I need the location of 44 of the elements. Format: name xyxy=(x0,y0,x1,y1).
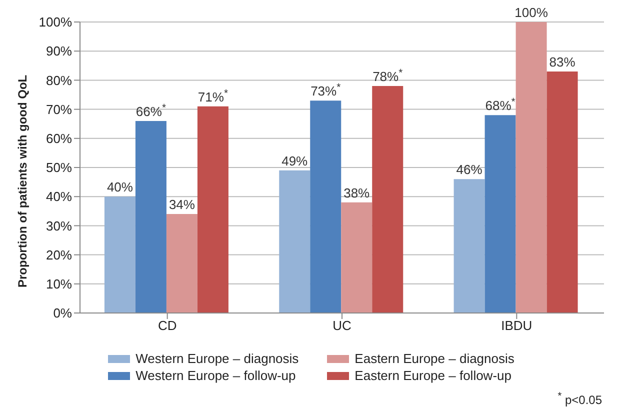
bar xyxy=(135,120,166,313)
data-label: 78%$^{*}$ xyxy=(372,68,403,84)
y-tick-label: 50% xyxy=(46,160,72,176)
data-label: 71%$^{*}$ xyxy=(198,88,228,104)
y-axis-title: Proportion of patients with good QoL xyxy=(15,74,30,288)
bar xyxy=(197,106,228,313)
x-tick-label: UC xyxy=(332,318,352,334)
bar xyxy=(372,86,404,313)
bar xyxy=(166,214,198,313)
y-tick-label: 80% xyxy=(46,72,72,88)
y-tick-label: 40% xyxy=(46,189,72,204)
x-tick-label: IBDU xyxy=(501,318,532,334)
legend-label: Eastern Europe – follow-up xyxy=(354,368,512,383)
y-tick-label: 100% xyxy=(38,14,72,30)
bar xyxy=(546,71,578,313)
data-label: 83% xyxy=(549,54,576,70)
x-tick-label: CD xyxy=(158,318,177,334)
y-tick-label: 30% xyxy=(46,218,72,234)
data-label: 66%$^{*}$ xyxy=(136,102,166,119)
bar xyxy=(341,202,372,313)
y-tick-label: 0% xyxy=(53,306,72,321)
y-tick-label: 20% xyxy=(46,247,72,262)
y-tick-label: 70% xyxy=(46,102,72,117)
data-label: 73%$^{*}$ xyxy=(310,82,341,99)
legend-label: Western Europe – diagnosis xyxy=(136,351,299,366)
legend-label: Eastern Europe – diagnosis xyxy=(354,351,514,366)
bar xyxy=(484,115,516,313)
data-label: 49% xyxy=(282,153,308,168)
data-label: 100% xyxy=(514,5,548,20)
bar xyxy=(516,22,547,313)
data-label: 40% xyxy=(106,180,134,195)
y-tick-label: 10% xyxy=(46,276,72,292)
data-label: 68%$^{*}$ xyxy=(485,96,516,114)
y-tick-label: 60% xyxy=(46,131,72,146)
bar xyxy=(104,196,136,313)
bar xyxy=(310,100,342,313)
bar xyxy=(279,170,310,313)
text: $^{*}$ p<0.05 xyxy=(558,391,602,407)
legend-label: Western Europe – follow-up xyxy=(136,368,296,383)
y-tick-label: 90% xyxy=(46,44,72,59)
data-label: 38% xyxy=(344,185,370,200)
bar xyxy=(454,179,485,313)
data-label: 34% xyxy=(168,197,196,212)
data-label: 46% xyxy=(456,162,483,178)
